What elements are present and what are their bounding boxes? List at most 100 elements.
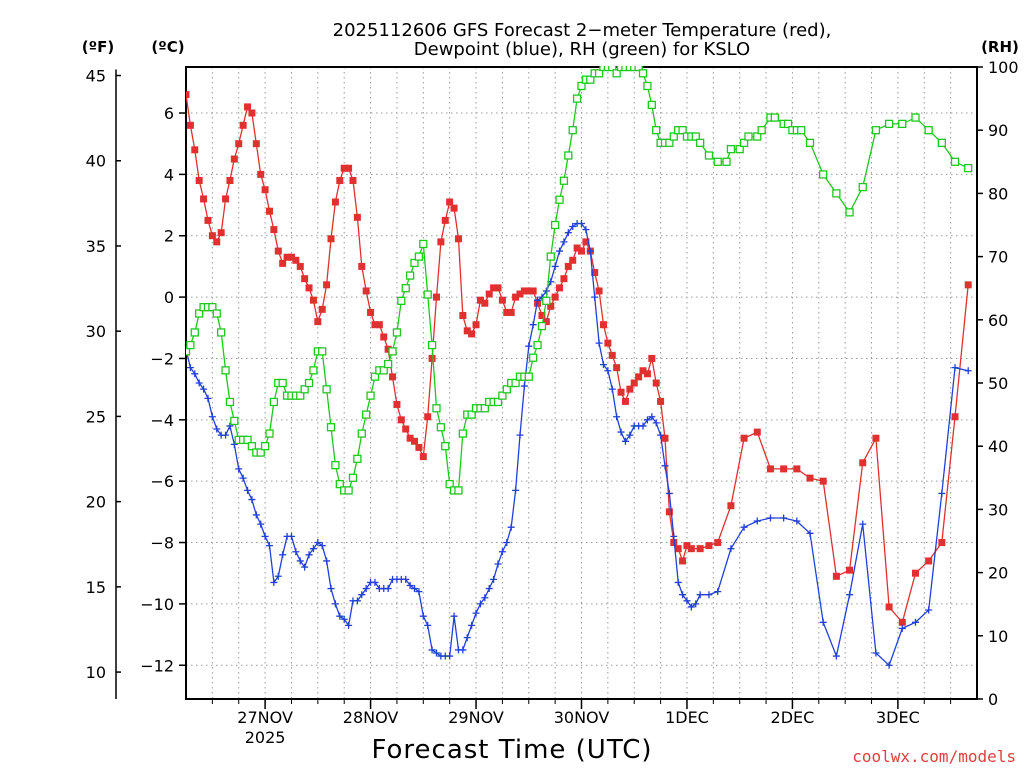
temperature-point (591, 269, 599, 277)
temperature-point (393, 400, 401, 408)
temperature-point (560, 275, 568, 283)
dewpoint-point (244, 486, 252, 494)
temperature-point (446, 198, 454, 206)
temperature-point (265, 207, 273, 215)
dewpoint-point (257, 520, 265, 528)
dewpoint-point (608, 385, 616, 393)
dewpoint-point (512, 486, 520, 494)
temperature-point (195, 177, 203, 185)
series-temperature (186, 91, 972, 626)
rh-tick-label: 90 (988, 121, 1008, 140)
rh-point (458, 429, 468, 438)
temperature-point (578, 247, 585, 255)
dewpoint-point (468, 621, 476, 629)
dewpoint-point (235, 465, 243, 473)
temperature-point (621, 397, 629, 405)
rh-point (511, 378, 520, 388)
x-tick-label: 3DEC (876, 708, 920, 727)
temperature-point (793, 465, 801, 473)
dewpoint-point (287, 532, 295, 540)
dewpoint-point (252, 511, 260, 519)
dewpoint-point (279, 551, 287, 559)
rh-point (397, 296, 406, 305)
dewpoint-point (639, 422, 647, 430)
temperature-point (274, 247, 282, 255)
dewpoint-point (204, 394, 212, 402)
celsius-tick-label: −12 (140, 656, 174, 675)
temperature-point (542, 318, 550, 326)
dewpoint-point (564, 229, 572, 237)
dewpoint-point (336, 612, 344, 620)
rh-point (533, 340, 542, 350)
dewpoint-point (503, 539, 511, 547)
rh-point (217, 328, 226, 337)
rh-point (441, 442, 450, 451)
temperature-point (367, 308, 375, 316)
temperature-point (419, 453, 427, 461)
celsius-tick-label: −2 (150, 349, 174, 368)
dewpoint-point (652, 419, 660, 427)
dewpoint-point (494, 560, 502, 568)
dewpoint-point (529, 321, 537, 329)
rh-point (467, 410, 476, 419)
temperature-point (951, 413, 959, 421)
dewpoint-point (938, 489, 946, 497)
dewpoint-point (551, 262, 559, 270)
rh-point (594, 69, 604, 78)
temperature-point (529, 287, 537, 295)
temperature-point (380, 333, 388, 341)
series-dewpoint (186, 219, 972, 669)
dewpoint-point (617, 428, 625, 436)
rh-point (937, 138, 946, 147)
fahrenheit-tick-label: 30 (86, 322, 106, 341)
rh-point (665, 138, 674, 147)
dewpoint-point (766, 514, 774, 522)
rh-point (247, 442, 257, 451)
dewpoint-point (806, 529, 814, 537)
rh-point (410, 258, 419, 268)
rh-point (586, 75, 595, 84)
temperature-point (766, 465, 774, 473)
dewpoint-point (885, 661, 893, 669)
dewpoint-point (340, 615, 348, 623)
dewpoint-point (516, 431, 524, 439)
rh-point (454, 486, 463, 495)
dewpoint-point (186, 364, 194, 372)
temperature-point (305, 284, 313, 292)
temperature-point (257, 170, 265, 178)
temperature-point (714, 539, 722, 547)
temperature-point (613, 364, 621, 372)
temperature-point (226, 177, 234, 185)
rh-tick-label: 70 (988, 248, 1008, 267)
rh-tick-label: 50 (988, 374, 1008, 393)
temperature-point (283, 253, 291, 261)
temperature-point (652, 379, 660, 387)
dewpoint-point (753, 517, 761, 525)
temperature-point (635, 373, 643, 381)
dewpoint-point (872, 649, 880, 657)
temperature-point (468, 330, 476, 338)
rh-point (304, 378, 314, 388)
temperature-point (358, 262, 366, 270)
rh-point (427, 340, 437, 350)
dewpoint-point (450, 612, 458, 620)
x-tick-label: 30NOV (554, 708, 610, 727)
temperature-point (314, 318, 322, 326)
temperature-point (411, 437, 419, 445)
dewpoint-point (476, 600, 484, 608)
rh-point (362, 410, 371, 419)
rh-point (414, 252, 424, 261)
axes: −12−10−8−6−4−202461015202530354045010203… (86, 58, 1019, 747)
fahrenheit-tick-label: 40 (86, 152, 106, 171)
dewpoint-point (331, 600, 339, 608)
temperature-point (740, 434, 748, 442)
rh-point (502, 385, 511, 394)
temperature-point (340, 164, 348, 172)
dewpoint-point (648, 413, 656, 421)
dewpoint-point (569, 223, 577, 231)
rh-point (572, 94, 582, 103)
rh-point (911, 113, 920, 122)
dewpoint-point (406, 581, 414, 589)
temperature-point (490, 284, 498, 292)
rh-point (357, 429, 366, 438)
